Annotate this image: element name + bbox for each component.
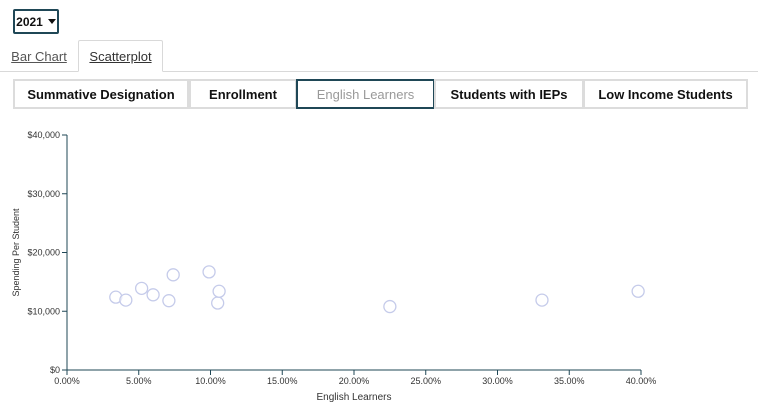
- tab-bar-chart[interactable]: Bar Chart: [11, 48, 67, 64]
- x-tick-label: 0.00%: [54, 376, 80, 386]
- year-dropdown[interactable]: 2021: [13, 9, 59, 34]
- y-tick-label: $20,000: [27, 248, 60, 258]
- x-tick-label: 5.00%: [126, 376, 152, 386]
- scatter-point[interactable]: [631, 284, 645, 298]
- scatter-point[interactable]: [166, 268, 180, 282]
- metric-tab-enrollment[interactable]: Enrollment: [189, 79, 297, 109]
- scatter-point[interactable]: [119, 293, 133, 307]
- y-tick-label: $30,000: [27, 189, 60, 199]
- metric-tab-summative-designation[interactable]: Summative Designation: [13, 79, 189, 109]
- tab-scatterplot[interactable]: Scatterplot: [78, 40, 163, 72]
- scatter-point[interactable]: [202, 265, 216, 279]
- scatterplot-chart: $0 $10,000 $20,000 $30,000 $40,000 0.00% 5.00%…: [11, 130, 657, 402]
- x-tick-label: 40.00%: [626, 376, 657, 386]
- x-tick-label: 25.00%: [410, 376, 441, 386]
- scatter-point[interactable]: [211, 296, 225, 310]
- y-tick-label: $0: [50, 365, 60, 375]
- scatter-point[interactable]: [535, 293, 549, 307]
- y-tick-label: $10,000: [27, 306, 60, 316]
- x-tick-label: 20.00%: [339, 376, 370, 386]
- year-dropdown-value: 2021: [16, 14, 43, 29]
- metric-tab-english-learners[interactable]: English Learners: [296, 79, 435, 109]
- x-tick-label: 35.00%: [554, 376, 585, 386]
- scatter-point[interactable]: [162, 294, 176, 308]
- metric-tab-students-with-ieps[interactable]: Students with IEPs: [434, 79, 584, 109]
- scatter-point[interactable]: [146, 288, 160, 302]
- scatter-point[interactable]: [212, 284, 226, 298]
- metric-tab-low-income-students[interactable]: Low Income Students: [583, 79, 748, 109]
- x-tick-label: 10.00%: [195, 376, 226, 386]
- x-tick-label: 15.00%: [267, 376, 298, 386]
- scatter-point[interactable]: [134, 281, 149, 295]
- x-axis-label: English Learners: [316, 392, 391, 402]
- tabs-divider: [0, 71, 758, 72]
- x-tick-label: 30.00%: [482, 376, 513, 386]
- view-tabs: Bar Chart Scatterplot: [0, 40, 758, 72]
- y-axis-label: Spending Per Student: [11, 208, 21, 297]
- scatter-point[interactable]: [383, 299, 397, 314]
- y-tick-label: $40,000: [27, 130, 60, 140]
- caret-down-icon: [47, 19, 56, 24]
